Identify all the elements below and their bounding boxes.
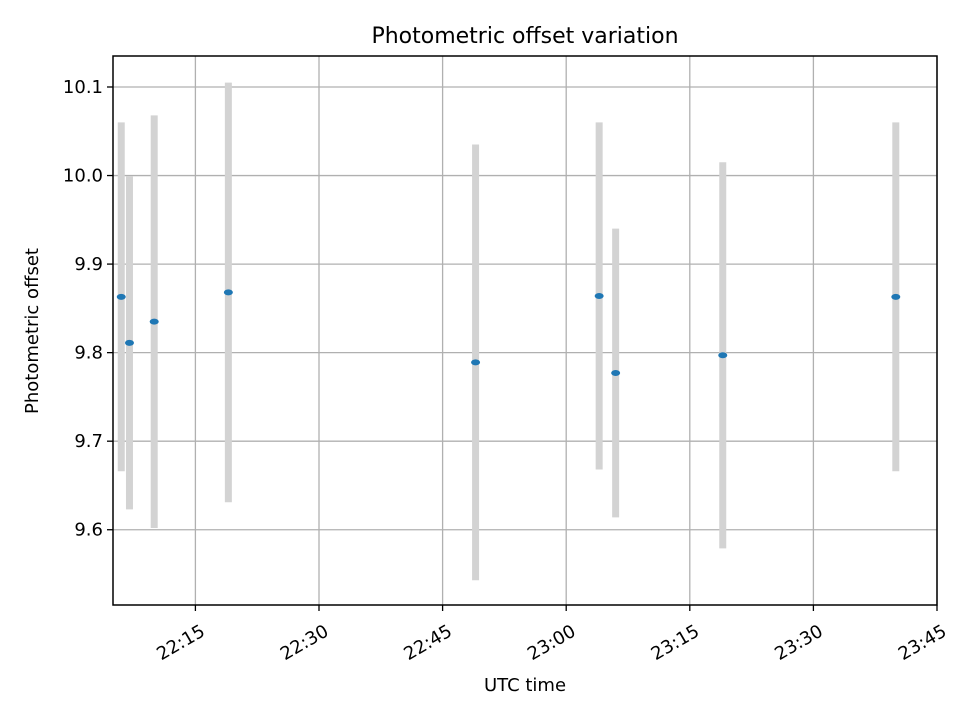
y-tick-label: 9.8	[74, 343, 103, 364]
y-tick-label: 9.9	[74, 254, 103, 275]
grid	[113, 56, 938, 605]
y-axis-label: Photometric offset	[22, 248, 43, 414]
x-axis-label: UTC time	[484, 675, 566, 696]
data-point	[611, 370, 621, 377]
y-tick-label: 10.0	[63, 166, 103, 187]
y-tick-label: 9.7	[74, 431, 103, 452]
plot-area-frame	[112, 55, 938, 606]
data-point	[124, 339, 134, 346]
data-point	[149, 318, 159, 325]
y-tick-label: 10.1	[63, 77, 103, 98]
data-points	[116, 289, 901, 377]
chart-title: Photometric offset variation	[371, 24, 678, 49]
y-tick-label: 9.6	[74, 520, 103, 541]
data-point	[471, 359, 481, 366]
data-point	[718, 352, 728, 359]
data-point	[594, 292, 604, 299]
data-point	[116, 293, 126, 300]
data-point	[891, 293, 901, 300]
data-point	[223, 289, 233, 296]
